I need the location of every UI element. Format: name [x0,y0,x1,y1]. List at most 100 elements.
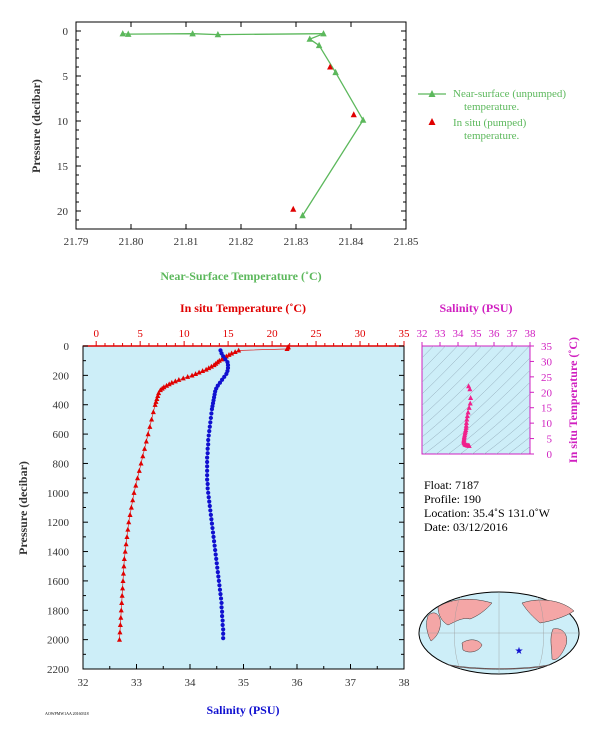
ts-density-contour [422,346,506,428]
map-land-asia [437,599,493,626]
temperature-point [130,497,136,503]
ts-density-contour [422,346,494,417]
temperature-point [155,393,161,399]
unpumped-temperature-line [122,33,364,216]
pressure-tick-label: 1200 [47,517,70,529]
salinity-point [221,631,226,636]
salinity-tick-label: 35 [238,677,250,689]
salinity-point [210,525,215,531]
salinity-point [209,517,214,522]
unpumped-temperature-point [214,31,222,38]
top-y-ticks: 0 5 10 15 20 [57,26,406,221]
temperature-tick-label: 15 [223,328,235,340]
ts-y-tick-label: 5 [547,434,553,446]
temperature-point [150,409,156,415]
temperature-point [200,368,206,374]
ts-density-contour [422,346,470,395]
pressure-tick-label: 2200 [47,664,70,676]
salinity-tick-label: 34 [185,677,197,689]
temperature-point [229,350,235,356]
ts-y-tick-label: 15 [541,403,553,415]
main-plot-background [82,345,405,670]
ts-density-contour [422,346,434,359]
ts-x-tick-label: 33 [435,328,447,340]
temperature-profile-markers [116,343,291,642]
unpumped-temperature-point [189,30,196,37]
ts-x-tick-label: 32 [417,328,428,340]
temperature-point [116,636,123,642]
temperature-point [208,363,214,369]
salinity-point [222,374,227,379]
map-land-africa-europe [426,612,441,642]
ts-x-tick-label: 36 [489,328,501,340]
top-x-tick-label: 21.84 [339,236,364,248]
salinity-point [207,503,212,509]
ts-y-tick-label: 25 [541,372,553,384]
salinity-tick-label: 33 [131,677,143,689]
pressure-tick-label: 1800 [47,605,70,617]
salinity-point [217,583,222,588]
temperature-point [169,379,175,385]
unpumped-temperature-markers [119,30,367,219]
unpumped-temperature-point [119,30,126,37]
ts-density-contour [519,446,530,454]
pumped-temperature-point [350,111,357,118]
temperature-point [119,592,125,598]
top-y-tick-label: 0 [63,26,69,38]
salinity-point [214,561,219,566]
ts-y-tick-label: 35 [541,341,553,353]
temperature-point [226,352,232,357]
profile-date: Date: 03/12/2016 [424,520,508,534]
unpumped-temperature-point [125,30,132,37]
ts-x-tick-label: 34 [453,328,465,340]
top-plot-frame [75,21,407,230]
ts-density-contour [447,381,530,454]
ts-x-tick-label: 38 [525,328,537,340]
ts-x-tick-label: 35 [471,328,483,340]
top-x-tick-label: 21.83 [284,236,309,248]
salinity-point [212,543,217,548]
salinity-point [219,605,224,610]
ts-point [467,386,473,392]
salinity-point [206,442,211,447]
top-x-tick-label: 21.80 [119,236,144,248]
temperature-point [126,519,132,525]
temperature-point [143,438,149,444]
pressure-tick-label: 600 [53,429,70,441]
temperature-point [189,372,195,378]
pressure-tick-label: 0 [64,341,70,353]
temperature-point [119,600,125,606]
salinity-point [208,508,213,513]
temperature-tick-label: 25 [311,328,323,340]
temperature-tick-label: 30 [355,328,367,340]
ts-density-contour [495,426,530,454]
top-x-axis-label: Near-Surface Temperature (˚C) [160,269,321,283]
main-y-axis-label: Pressure (decibar) [16,461,30,555]
map-land-north-america [521,599,575,624]
salinity-point [209,411,214,416]
temperature-point [164,382,170,388]
top-y-tick-label: 20 [57,206,69,218]
temperature-point [125,526,131,532]
pressure-tick-label: 400 [53,400,70,412]
salinity-point [205,455,210,460]
temperature-point [185,374,191,379]
salinity-profile-markers [205,348,231,641]
temperature-point [121,556,127,561]
salinity-point [217,380,223,385]
unpumped-temperature-point [306,35,313,42]
ts-point [463,420,469,425]
salinity-point [218,592,223,597]
temperature-point [128,504,134,510]
ts-y-tick-label: 10 [541,418,553,430]
ts-y-tick-label: 20 [541,387,553,399]
temperature-point [123,541,129,547]
salinity-point [221,636,226,641]
map-land-australia [461,639,483,653]
ts-point [466,443,472,448]
ts-point [468,395,474,400]
unpumped-temperature-point [359,116,367,123]
salinity-point [220,377,225,382]
temperature-point [120,570,126,576]
